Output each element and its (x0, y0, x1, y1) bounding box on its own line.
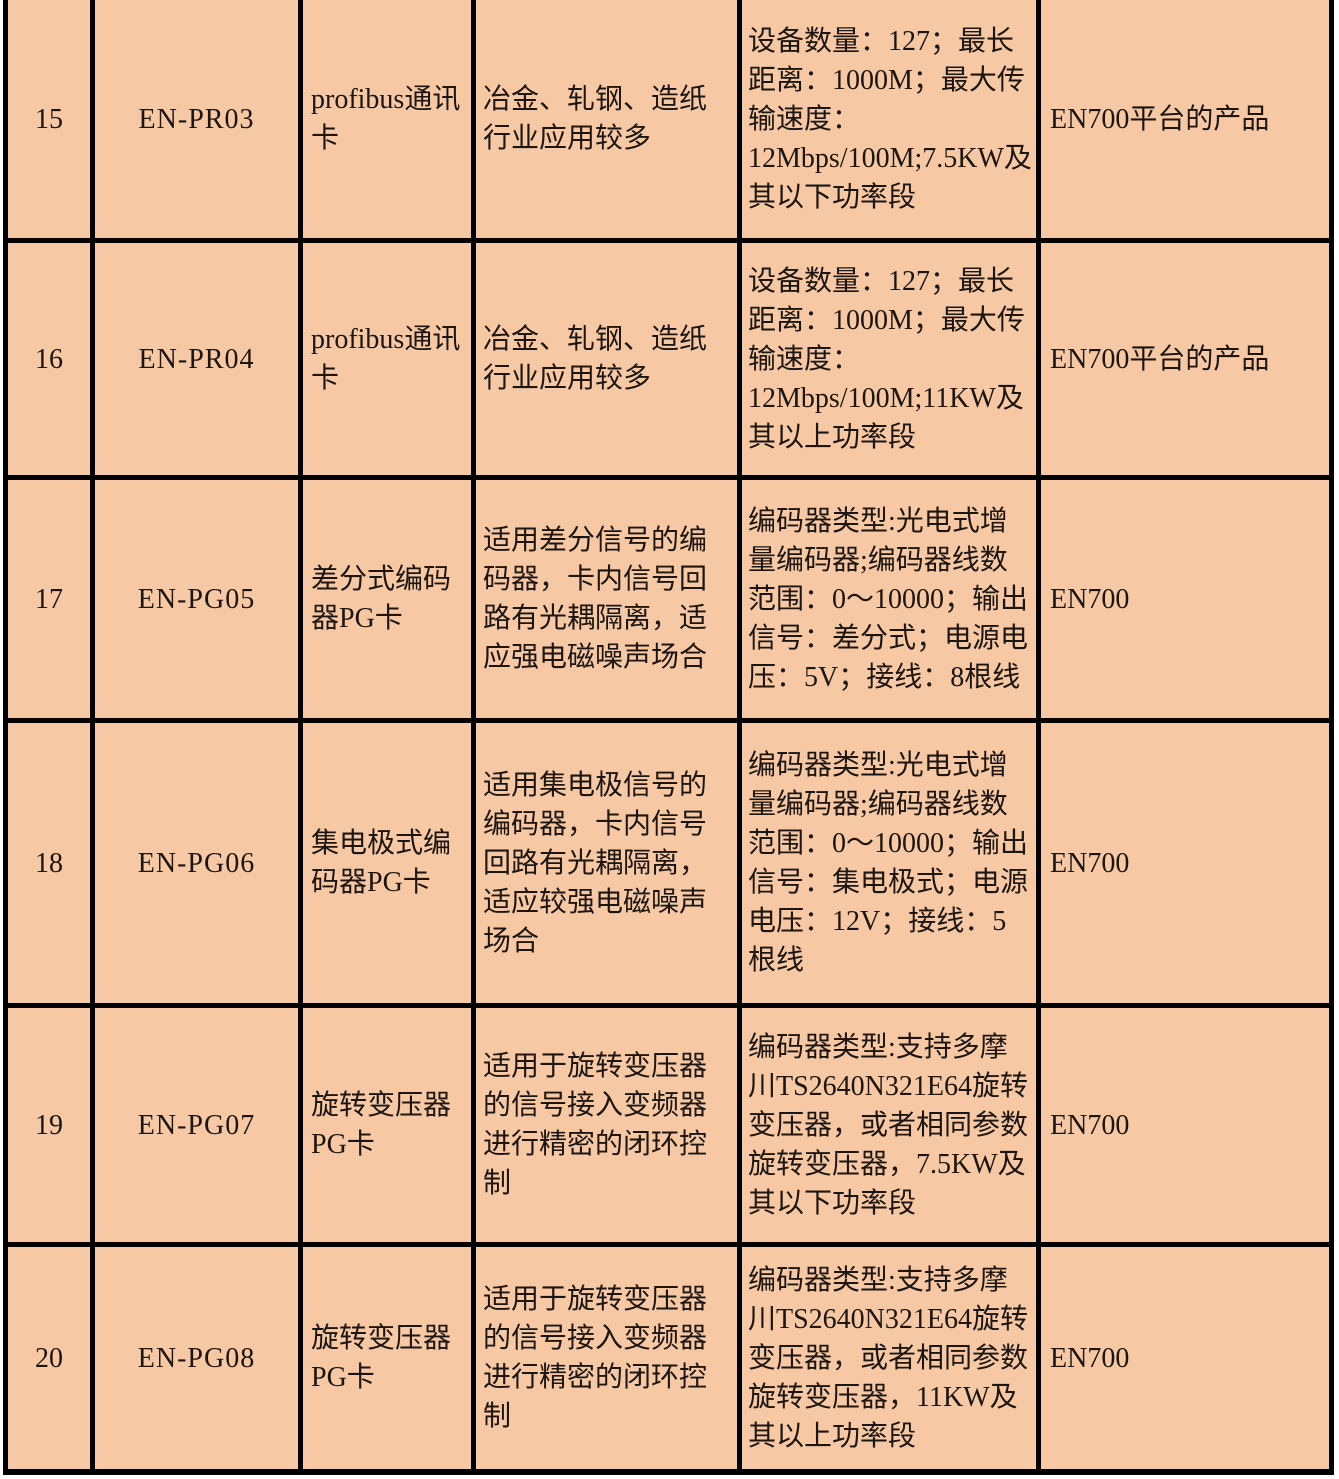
description-cell: 适用于旋转变压器的信号接入变频器进行精密的闭环控制 (476, 1247, 742, 1469)
product-specs: 编码器类型:光电式增量编码器;编码器线数范围：0～10000；输出信号：差分式；… (748, 505, 1029, 693)
product-spec-table: 15 EN-PR03 profibus通讯卡 冶金、轧钢、造纸行业应用较多 设备… (3, 0, 1334, 1475)
platform-label: EN700 (1050, 1109, 1130, 1141)
description-cell: 适用集电极信号的编码器，卡内信号回路有光耦隔离，适应较强电磁噪声场合 (476, 723, 742, 1003)
model-cell: EN-PG08 (95, 1247, 303, 1469)
product-specs: 编码器类型:支持多摩川TS2640N321E64旋转变压器，或者相同参数旋转变压… (748, 1031, 1029, 1219)
name-cell: 旋转变压器PG卡 (303, 1247, 476, 1469)
model-cell: EN-PR03 (95, 0, 303, 238)
row-number: 15 (35, 103, 63, 135)
name-cell: 差分式编码器PG卡 (303, 480, 476, 718)
product-description: 冶金、轧钢、造纸行业应用较多 (483, 84, 708, 154)
platform-cell: EN700 (1041, 480, 1329, 718)
specs-cell: 编码器类型:支持多摩川TS2640N321E64旋转变压器，或者相同参数旋转变压… (742, 1008, 1041, 1242)
table-row: 20 EN-PG08 旋转变压器PG卡 适用于旋转变压器的信号接入变频器进行精密… (8, 1247, 1329, 1469)
description-cell: 适用于旋转变压器的信号接入变频器进行精密的闭环控制 (476, 1008, 742, 1242)
row-number: 16 (35, 343, 63, 375)
product-specs: 编码器类型:支持多摩川TS2640N321E64旋转变压器，或者相同参数旋转变压… (748, 1264, 1029, 1452)
platform-cell: EN700 (1041, 723, 1329, 1003)
table-row: 16 EN-PR04 profibus通讯卡 冶金、轧钢、造纸行业应用较多 设备… (8, 243, 1329, 480)
description-cell: 适用差分信号的编码器，卡内信号回路有光耦隔离，适应强电磁噪声场合 (476, 480, 742, 718)
specs-cell: 编码器类型:光电式增量编码器;编码器线数范围：0～10000；输出信号：集电极式… (742, 723, 1041, 1003)
product-name: 旋转变压器PG卡 (311, 1323, 452, 1393)
specs-cell: 设备数量：127；最长距离：1000M；最大传输速度：12Mbps/100M;1… (742, 243, 1041, 475)
specs-cell: 编码器类型:光电式增量编码器;编码器线数范围：0～10000；输出信号：差分式；… (742, 480, 1041, 718)
platform-cell: EN700平台的产品 (1041, 0, 1329, 238)
platform-label: EN700平台的产品 (1050, 343, 1270, 375)
product-name: profibus通讯卡 (311, 84, 461, 154)
product-name: 旋转变压器PG卡 (311, 1090, 452, 1160)
product-name: 集电极式编码器PG卡 (311, 828, 452, 898)
platform-cell: EN700平台的产品 (1041, 243, 1329, 475)
platform-label: EN700 (1050, 583, 1130, 615)
product-specs: 编码器类型:光电式增量编码器;编码器线数范围：0～10000；输出信号：集电极式… (748, 750, 1029, 976)
platform-label: EN700 (1050, 847, 1130, 879)
table-row: 15 EN-PR03 profibus通讯卡 冶金、轧钢、造纸行业应用较多 设备… (8, 0, 1329, 243)
name-cell: 集电极式编码器PG卡 (303, 723, 476, 1003)
model-code: EN-PR04 (138, 343, 255, 375)
model-code: EN-PG07 (137, 1109, 256, 1141)
row-number-cell: 17 (8, 480, 95, 718)
product-name: profibus通讯卡 (311, 324, 461, 394)
row-number-cell: 18 (8, 723, 95, 1003)
row-number-cell: 15 (8, 0, 95, 238)
description-cell: 冶金、轧钢、造纸行业应用较多 (476, 243, 742, 475)
platform-label: EN700平台的产品 (1050, 103, 1270, 135)
product-description: 适用于旋转变压器的信号接入变频器进行精密的闭环控制 (483, 1284, 708, 1432)
product-description: 冶金、轧钢、造纸行业应用较多 (483, 324, 708, 394)
table-row: 18 EN-PG06 集电极式编码器PG卡 适用集电极信号的编码器，卡内信号回路… (8, 723, 1329, 1008)
row-number: 20 (35, 1342, 63, 1374)
platform-cell: EN700 (1041, 1008, 1329, 1242)
specs-cell: 设备数量：127；最长距离：1000M；最大传输速度：12Mbps/100M;7… (742, 0, 1041, 238)
specs-cell: 编码器类型:支持多摩川TS2640N321E64旋转变压器，或者相同参数旋转变压… (742, 1247, 1041, 1469)
row-number: 17 (35, 583, 63, 615)
model-code: EN-PG06 (137, 847, 256, 879)
description-cell: 冶金、轧钢、造纸行业应用较多 (476, 0, 742, 238)
table-row: 19 EN-PG07 旋转变压器PG卡 适用于旋转变压器的信号接入变频器进行精密… (8, 1008, 1329, 1247)
row-number: 19 (35, 1109, 63, 1141)
row-number-cell: 16 (8, 243, 95, 475)
platform-cell: EN700 (1041, 1247, 1329, 1469)
table-row: 17 EN-PG05 差分式编码器PG卡 适用差分信号的编码器，卡内信号回路有光… (8, 480, 1329, 723)
model-code: EN-PR03 (138, 103, 255, 135)
row-number-cell: 19 (8, 1008, 95, 1242)
model-code: EN-PG05 (137, 583, 256, 615)
product-specs: 设备数量：127；最长距离：1000M；最大传输速度：12Mbps/100M;7… (748, 25, 1032, 213)
model-cell: EN-PG06 (95, 723, 303, 1003)
platform-label: EN700 (1050, 1342, 1130, 1374)
row-number: 18 (35, 847, 63, 879)
row-number-cell: 20 (8, 1247, 95, 1469)
model-cell: EN-PG07 (95, 1008, 303, 1242)
product-description: 适用差分信号的编码器，卡内信号回路有光耦隔离，适应强电磁噪声场合 (483, 525, 708, 673)
model-cell: EN-PR04 (95, 243, 303, 475)
name-cell: 旋转变压器PG卡 (303, 1008, 476, 1242)
model-code: EN-PG08 (137, 1342, 256, 1374)
name-cell: profibus通讯卡 (303, 0, 476, 238)
product-description: 适用于旋转变压器的信号接入变频器进行精密的闭环控制 (483, 1051, 708, 1199)
product-description: 适用集电极信号的编码器，卡内信号回路有光耦隔离，适应较强电磁噪声场合 (483, 769, 708, 957)
product-name: 差分式编码器PG卡 (311, 564, 452, 634)
product-specs: 设备数量：127；最长距离：1000M；最大传输速度：12Mbps/100M;1… (748, 265, 1025, 453)
model-cell: EN-PG05 (95, 480, 303, 718)
name-cell: profibus通讯卡 (303, 243, 476, 475)
